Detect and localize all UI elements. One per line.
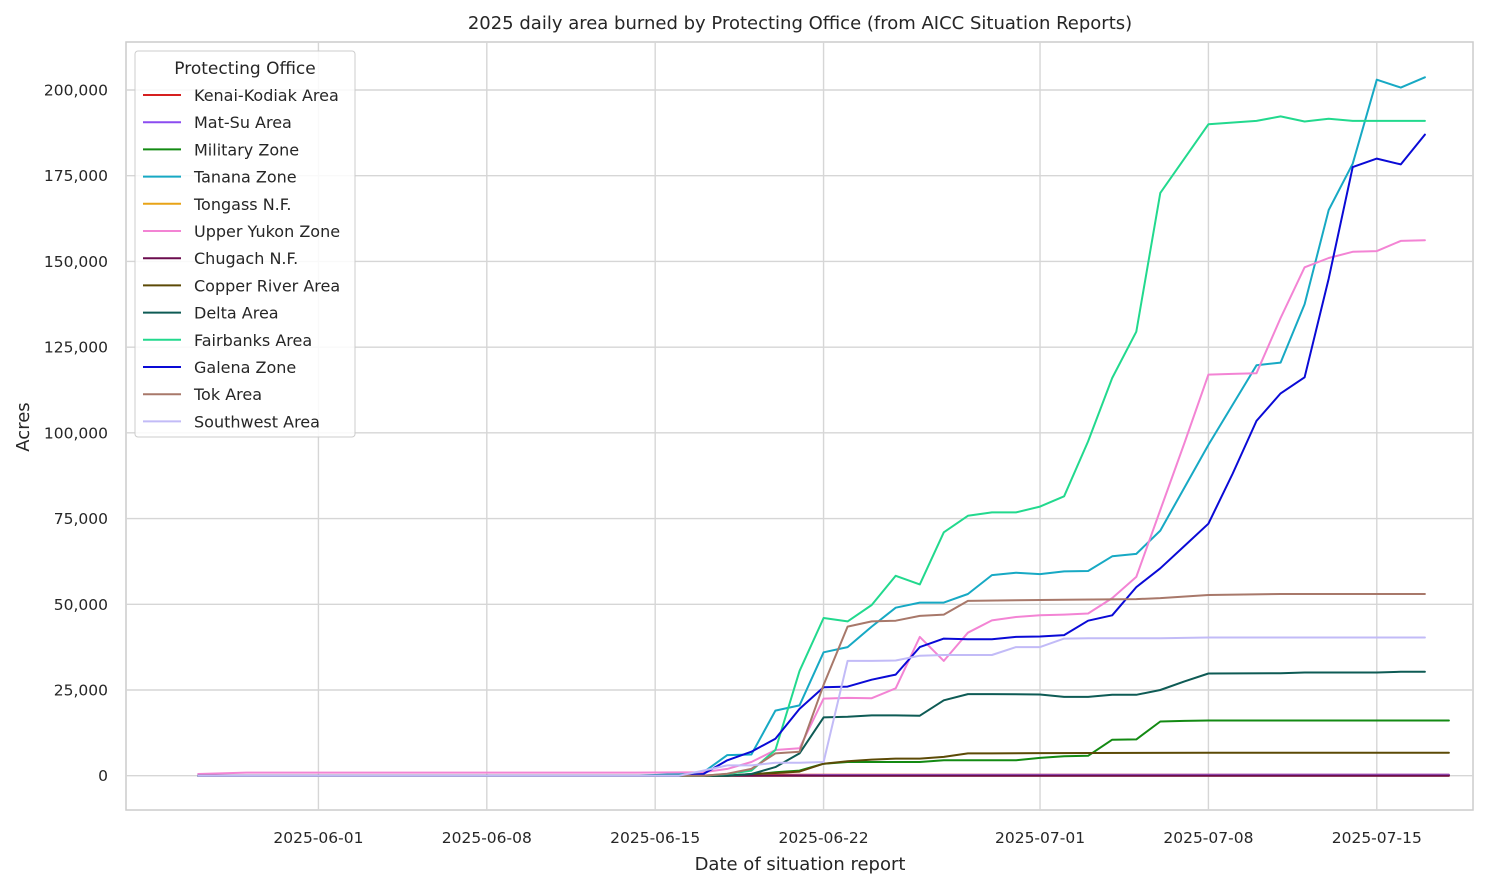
y-tick-label: 175,000 (44, 167, 108, 185)
series-lines (197, 76, 1450, 777)
series-line-copper-river-area (197, 751, 1450, 777)
y-axis-ticks: 0 25,000 50,000 75,000 100,000 125,000 150,000… (44, 82, 108, 786)
series-line-tok-area (197, 593, 1426, 777)
legend-label: Kenai-Kodiak Area (194, 86, 339, 105)
legend-label: Fairbanks Area (194, 331, 312, 350)
legend-label: Mat-Su Area (194, 113, 292, 132)
legend-label: Military Zone (194, 140, 299, 159)
series-line-fairbanks-area (197, 115, 1426, 777)
legend-box (134, 50, 356, 438)
x-tick-label: 2025-06-22 (779, 829, 869, 847)
x-tick-label: 2025-07-08 (1163, 829, 1253, 847)
y-tick-label: 0 (98, 767, 108, 785)
series-line-delta-area (197, 670, 1426, 777)
y-tick-label: 200,000 (44, 82, 108, 100)
legend: Protecting Office Kenai-Kodiak Area Mat-S… (134, 50, 356, 438)
legend-label: Galena Zone (194, 358, 296, 377)
legend-label: Upper Yukon Zone (194, 222, 340, 241)
x-axis-ticks: 2025-06-01 2025-06-08 2025-06-15 2025-06-22… (273, 829, 1421, 847)
x-tick-label: 2025-07-01 (995, 829, 1085, 847)
legend-label: Chugach N.F. (194, 249, 298, 268)
legend-label: Copper River Area (194, 276, 340, 295)
legend-title: Protecting Office (174, 59, 315, 79)
legend-label: Tanana Zone (193, 168, 297, 187)
y-tick-label: 25,000 (54, 682, 108, 700)
x-axis-label: Date of situation report (695, 854, 906, 875)
legend-entries: Kenai-Kodiak Area Mat-Su Area Military Zon… (143, 86, 340, 431)
chart-title: 2025 daily area burned by Protecting Off… (468, 13, 1132, 34)
series-line-southwest-area (197, 636, 1426, 777)
legend-label: Delta Area (194, 304, 279, 323)
x-tick-label: 2025-07-15 (1332, 829, 1422, 847)
y-tick-label: 125,000 (44, 339, 108, 357)
y-tick-label: 50,000 (54, 596, 108, 614)
x-tick-label: 2025-06-08 (442, 829, 532, 847)
x-tick-label: 2025-06-01 (273, 829, 363, 847)
series-line-upper-yukon-zone (197, 239, 1426, 775)
y-tick-label: 75,000 (54, 510, 108, 528)
legend-label: Tongass N.F. (193, 195, 291, 214)
legend-label: Southwest Area (194, 412, 320, 431)
legend-label: Tok Area (193, 385, 262, 404)
series-line-galena-zone (197, 133, 1426, 777)
y-axis-label: Acres (13, 402, 34, 451)
y-tick-label: 150,000 (44, 253, 108, 271)
series-line-tanana-zone (197, 76, 1426, 777)
y-tick-label: 100,000 (44, 424, 108, 442)
x-tick-label: 2025-06-15 (610, 829, 700, 847)
